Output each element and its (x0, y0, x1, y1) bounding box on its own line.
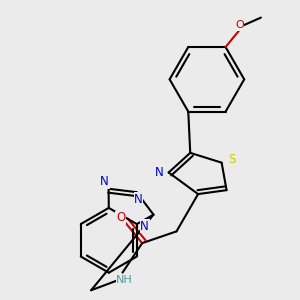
Text: N: N (154, 166, 163, 179)
Text: NH: NH (116, 275, 133, 285)
Text: O: O (235, 20, 244, 30)
Text: S: S (228, 153, 235, 166)
Text: O: O (116, 211, 125, 224)
Text: N: N (140, 220, 149, 232)
Text: N: N (134, 193, 143, 206)
Text: N: N (100, 176, 109, 188)
